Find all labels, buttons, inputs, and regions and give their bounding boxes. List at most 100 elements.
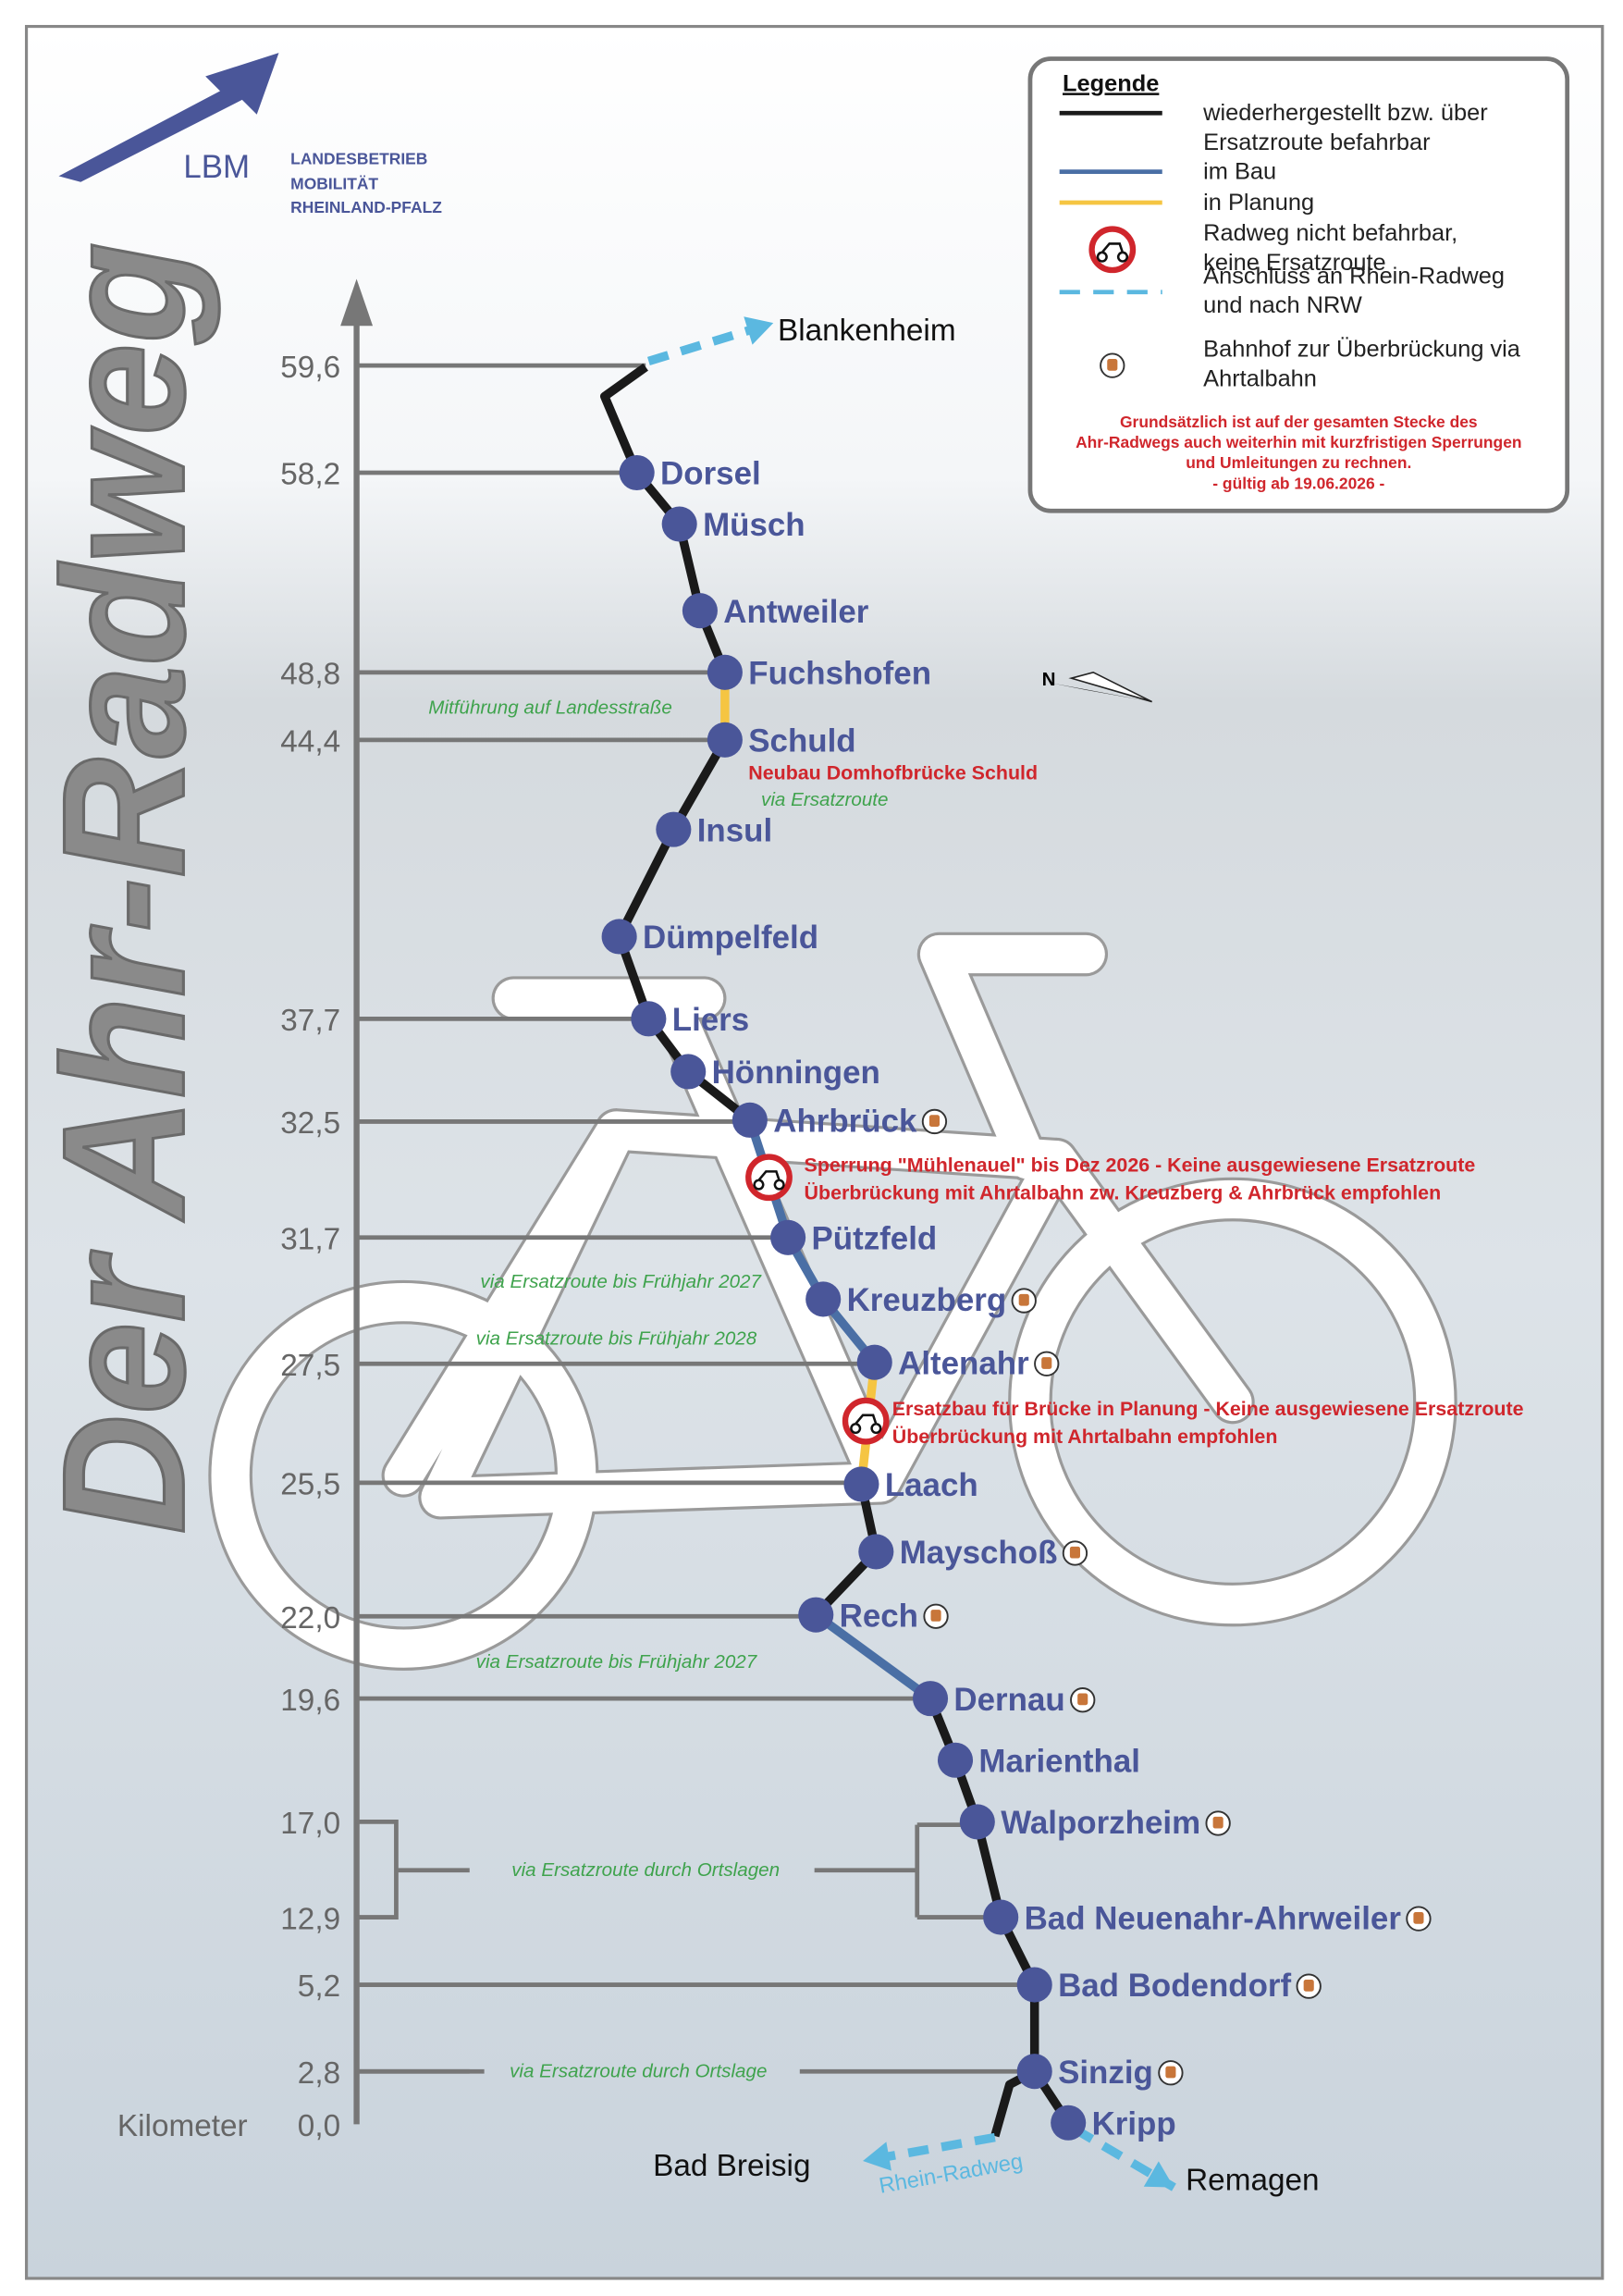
- axis-arrow: [340, 278, 374, 327]
- north-label: N: [1042, 669, 1056, 690]
- legend-note: Ahr-Radwegs auch weiterhin mit kurzfrist…: [1076, 433, 1521, 451]
- km-label: 58,2: [280, 458, 340, 492]
- legend-label: Anschluss an Rhein-Radweg: [1203, 263, 1505, 289]
- station: [858, 1534, 894, 1570]
- bike-icon: [850, 1413, 882, 1435]
- station-name: Müsch: [703, 507, 805, 543]
- north-arrow: [1068, 671, 1152, 703]
- route-note: via Ersatzroute bis Frühjahr 2027: [480, 1271, 762, 1292]
- connection-arrow: [1143, 2161, 1174, 2188]
- station-name: Schuld: [748, 723, 855, 759]
- station-name: Bad Neuenahr-Ahrweiler: [1025, 1900, 1402, 1936]
- km-label: 12,9: [280, 1902, 340, 1936]
- train-body: [1041, 1357, 1052, 1369]
- station: [656, 811, 692, 847]
- station-name: Rech: [840, 1598, 918, 1634]
- station: [707, 654, 743, 690]
- legend-label: Bahnhof zur Überbrückung via: [1203, 337, 1521, 363]
- station-name: Dernau: [953, 1682, 1064, 1718]
- legend-label: Ersatzroute befahrbar: [1203, 130, 1431, 155]
- org-line: LANDESBETRIEB: [290, 150, 427, 168]
- legend-label: im Bau: [1203, 159, 1276, 185]
- legend-note: Grundsätzlich ist auf der gesamten Steck…: [1120, 413, 1478, 431]
- km-label: 22,0: [280, 1601, 340, 1636]
- connection-arrow: [863, 2142, 891, 2171]
- station-name: Dorsel: [660, 456, 761, 492]
- legend-label: in Planung: [1203, 190, 1314, 216]
- km-label: 0,0: [298, 2109, 340, 2143]
- train-body: [1069, 1546, 1080, 1559]
- km-label: 59,6: [280, 351, 340, 385]
- station-name: Sinzig: [1058, 2055, 1153, 2091]
- station: [707, 722, 743, 758]
- station: [1051, 2105, 1087, 2141]
- legend-title: Legende: [1063, 70, 1159, 96]
- train-body: [1107, 359, 1118, 371]
- legend-label: Radweg nicht befahrbar,: [1203, 220, 1457, 246]
- station-name: Fuchshofen: [748, 656, 931, 692]
- station: [983, 1899, 1019, 1935]
- km-label: 17,0: [280, 1807, 340, 1841]
- route-segment: [813, 1611, 933, 1702]
- station-name: Laach: [885, 1467, 978, 1503]
- station: [1016, 2054, 1052, 2090]
- brackets: [356, 1820, 991, 1920]
- station: [670, 1054, 707, 1090]
- station-name: Marienthal: [978, 1743, 1140, 1779]
- bike-icon: [753, 1170, 785, 1191]
- train-body: [928, 1115, 941, 1127]
- station-name: Pützfeld: [812, 1220, 938, 1256]
- train-body: [930, 1610, 941, 1622]
- warning-note: Überbrückung mit Ahrtalbahn empfohlen: [892, 1425, 1278, 1448]
- warning-note: Neubau Domhofbrücke Schuld: [748, 762, 1038, 784]
- route-note: via Ersatzroute durch Ortslage: [510, 2061, 767, 2082]
- legend-label: keine Ersatzroute: [1203, 250, 1385, 276]
- km-label: 37,7: [280, 1004, 340, 1038]
- station: [661, 506, 697, 542]
- station: [682, 593, 718, 629]
- org-line: RHEINLAND-PFALZ: [290, 198, 442, 216]
- km-label: 5,2: [298, 1969, 340, 2004]
- station: [1016, 1967, 1052, 2003]
- endpoint: Blankenheim: [778, 314, 956, 348]
- warning-note: Ersatzbau für Brücke in Planung - Keine …: [892, 1398, 1524, 1420]
- bike-icon: [1096, 242, 1128, 263]
- km-label: 48,8: [280, 658, 340, 692]
- station-name: Antweiler: [723, 594, 869, 630]
- legend-label: und nach NRW: [1203, 292, 1362, 318]
- km-label: 2,8: [298, 2056, 340, 2091]
- station: [798, 1597, 834, 1633]
- train-body: [1303, 1980, 1314, 1992]
- station: [843, 1466, 879, 1502]
- legend-label: Ahrtalbahn: [1203, 365, 1317, 391]
- closure-icon: [842, 1397, 890, 1445]
- route-note: via Ersatzroute durch Ortslagen: [511, 1859, 780, 1881]
- legend-note: - gültig ab 19.06.2026 -: [1212, 474, 1384, 492]
- endpoint: Bad Breisig: [653, 2149, 810, 2183]
- route-note: via Ersatzroute bis Frühjahr 2028: [476, 1328, 757, 1350]
- train-body: [1018, 1293, 1029, 1306]
- endpoint: Remagen: [1186, 2164, 1319, 2198]
- route-note: via Ersatzroute bis Frühjahr 2027: [476, 1651, 758, 1673]
- logo-text: LBM: [183, 149, 250, 185]
- axis-label: Kilometer: [117, 2109, 248, 2143]
- station-name: Hönningen: [712, 1055, 880, 1091]
- km-label: 32,5: [280, 1106, 340, 1141]
- legend-label: wiederhergestellt bzw. über: [1202, 100, 1488, 126]
- station-name: Dümpelfeld: [643, 920, 818, 956]
- station-name: Kripp: [1092, 2105, 1176, 2142]
- station: [732, 1102, 768, 1138]
- km-label: 44,4: [280, 725, 340, 759]
- km-label: 19,6: [280, 1684, 340, 1718]
- station-name: Insul: [697, 812, 772, 848]
- station-name: Mayschoß: [900, 1535, 1058, 1571]
- station: [601, 919, 637, 955]
- station-name: Walporzheim: [1001, 1805, 1200, 1841]
- warning-note: Sperrung "Mühlenauel" bis Dez 2026 - Kei…: [805, 1154, 1476, 1176]
- org-name: LANDESBETRIEB MOBILITÄT RHEINLAND-PFALZ: [290, 150, 442, 216]
- train-body: [1212, 1816, 1223, 1829]
- train-body: [1165, 2066, 1176, 2079]
- legend-note: und Umleitungen zu rechnen.: [1186, 453, 1411, 472]
- station-name: Liers: [672, 1002, 749, 1038]
